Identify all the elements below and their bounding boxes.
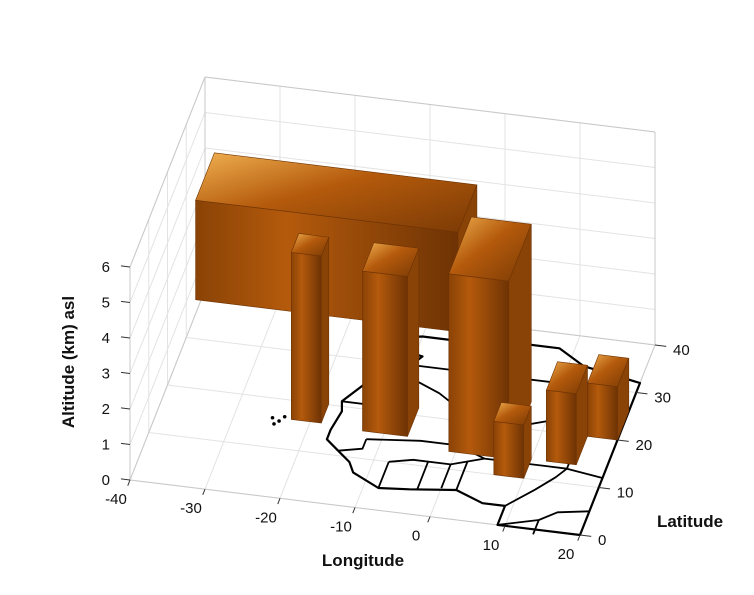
plume-side bbox=[523, 405, 532, 479]
axis-edge bbox=[129, 76, 206, 268]
z-tick bbox=[120, 371, 131, 374]
grid-line bbox=[129, 112, 206, 303]
y-tick-label: 20 bbox=[636, 437, 653, 454]
x-tick-label: -10 bbox=[330, 519, 352, 536]
z-tick bbox=[120, 265, 131, 268]
plume-4 bbox=[493, 402, 532, 479]
z-tick-label: 2 bbox=[102, 401, 110, 418]
x-tick bbox=[202, 488, 206, 496]
y-tick-label: 30 bbox=[654, 390, 671, 407]
country-border bbox=[455, 461, 469, 491]
y-tick bbox=[636, 392, 648, 395]
x-tick-label: -20 bbox=[255, 509, 277, 526]
z-tick-label: 3 bbox=[102, 366, 110, 383]
grid-line bbox=[129, 218, 206, 410]
plume-front bbox=[362, 270, 408, 437]
aerosol-plume-isosurface bbox=[195, 152, 630, 479]
plume-side bbox=[407, 248, 420, 437]
island bbox=[277, 419, 281, 423]
island bbox=[282, 414, 287, 419]
axis-ticks: -40 -30 -20 -10 0 10 20 0 10 20 30 40 0 1 2 3 4 5 6 bbox=[102, 259, 690, 563]
x-tick bbox=[427, 516, 431, 523]
plume-front bbox=[587, 382, 618, 441]
coastline bbox=[325, 335, 642, 537]
plume-side bbox=[617, 358, 630, 441]
y-tick-label: 0 bbox=[598, 532, 606, 549]
z-tick bbox=[120, 336, 131, 339]
country-border bbox=[504, 467, 568, 507]
z-tick-label: 0 bbox=[102, 472, 110, 489]
x-tick-label: -30 bbox=[180, 500, 202, 517]
y-axis-label: Latitude bbox=[657, 512, 723, 531]
grid-line bbox=[129, 147, 206, 339]
x-tick bbox=[277, 498, 281, 505]
island bbox=[272, 422, 276, 426]
plume-side bbox=[320, 237, 330, 424]
z-tick bbox=[120, 407, 131, 410]
country-border bbox=[440, 464, 452, 489]
plume-5 bbox=[545, 361, 588, 466]
plume-front bbox=[290, 252, 322, 424]
x-tick-label: 10 bbox=[483, 537, 500, 554]
x-tick-label: 0 bbox=[412, 528, 420, 545]
y-tick bbox=[598, 487, 611, 490]
grid-line bbox=[204, 112, 656, 168]
z-tick bbox=[120, 478, 131, 481]
country-border bbox=[497, 510, 590, 526]
y-tick-label: 40 bbox=[673, 342, 690, 359]
plume-3 bbox=[448, 216, 532, 460]
plume-0 bbox=[195, 152, 478, 333]
plume-6 bbox=[587, 354, 630, 441]
z-tick-label: 1 bbox=[102, 437, 110, 454]
z-tick-label: 4 bbox=[102, 330, 110, 347]
z-axis-label: Altitude (km) asl bbox=[59, 296, 78, 428]
island bbox=[270, 415, 275, 420]
y-tick bbox=[654, 344, 667, 347]
y-tick bbox=[579, 534, 592, 537]
x-tick bbox=[127, 479, 131, 486]
axis-edge bbox=[204, 76, 656, 133]
x-tick-label: 20 bbox=[558, 546, 575, 563]
country-border bbox=[377, 461, 390, 489]
z-tick bbox=[120, 300, 131, 303]
plume-1 bbox=[290, 233, 330, 424]
grid-line bbox=[129, 254, 206, 445]
z-tick bbox=[120, 442, 131, 445]
plume-front bbox=[545, 389, 577, 466]
y-tick bbox=[617, 439, 629, 442]
country-border bbox=[338, 438, 368, 452]
x-tick bbox=[577, 534, 581, 541]
axis-edge bbox=[129, 289, 206, 481]
x-axis-label: Longitude bbox=[322, 551, 404, 570]
z-tick-label: 6 bbox=[102, 259, 110, 276]
plume-front bbox=[493, 421, 525, 479]
y-tick-label: 10 bbox=[617, 485, 634, 502]
plume-side bbox=[575, 365, 588, 465]
grid-line bbox=[129, 183, 206, 374]
country-border bbox=[416, 461, 429, 491]
x-tick bbox=[352, 507, 356, 514]
grid-line bbox=[204, 147, 656, 204]
country-border bbox=[532, 519, 540, 535]
x-tick-label: -40 bbox=[105, 491, 127, 508]
z-tick-label: 5 bbox=[102, 295, 110, 312]
x-tick bbox=[502, 525, 506, 532]
plume-2 bbox=[362, 242, 420, 437]
